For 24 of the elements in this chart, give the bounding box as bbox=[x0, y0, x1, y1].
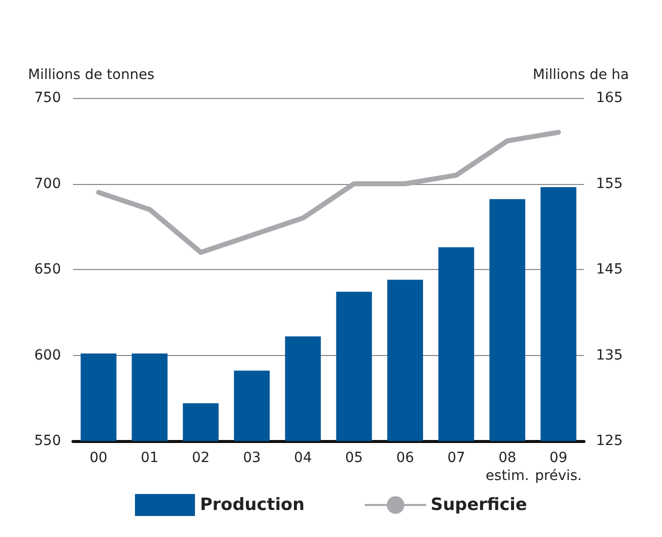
x-tick-label: 05 bbox=[345, 450, 363, 466]
y2-axis-title: Millions de ha bbox=[532, 67, 629, 83]
x-tick-label: 00 bbox=[90, 450, 108, 466]
x-tick-label: 03 bbox=[242, 450, 261, 466]
x-tick-label: 04 bbox=[294, 450, 312, 466]
legend-label: Production bbox=[200, 495, 305, 515]
y2-tick-label: 135 bbox=[596, 347, 623, 364]
x-tick-label: 08 estim. bbox=[486, 450, 530, 484]
y-tick-label: 600 bbox=[34, 347, 61, 364]
y2-tick-label: 125 bbox=[596, 433, 623, 449]
y2-tick-label: 145 bbox=[596, 262, 623, 278]
x-tick-label: 09 prévis. bbox=[535, 450, 582, 484]
y-tick-label: 550 bbox=[34, 433, 61, 449]
x-tick-label: 01 bbox=[140, 450, 159, 466]
legend-label: Superficie bbox=[430, 495, 528, 515]
x-tick-label: 07 bbox=[447, 450, 466, 466]
x-tick-label: 02 bbox=[192, 450, 210, 466]
y2-tick-label: 155 bbox=[596, 176, 623, 192]
y-tick-label: 700 bbox=[34, 176, 61, 192]
y-tick-label: 750 bbox=[34, 90, 61, 106]
x-tick-label: 06 bbox=[396, 450, 414, 466]
y-axis-title: Millions de tonnes bbox=[28, 67, 154, 83]
y2-tick-label: 165 bbox=[596, 90, 623, 106]
y-tick-label: 650 bbox=[34, 262, 61, 278]
